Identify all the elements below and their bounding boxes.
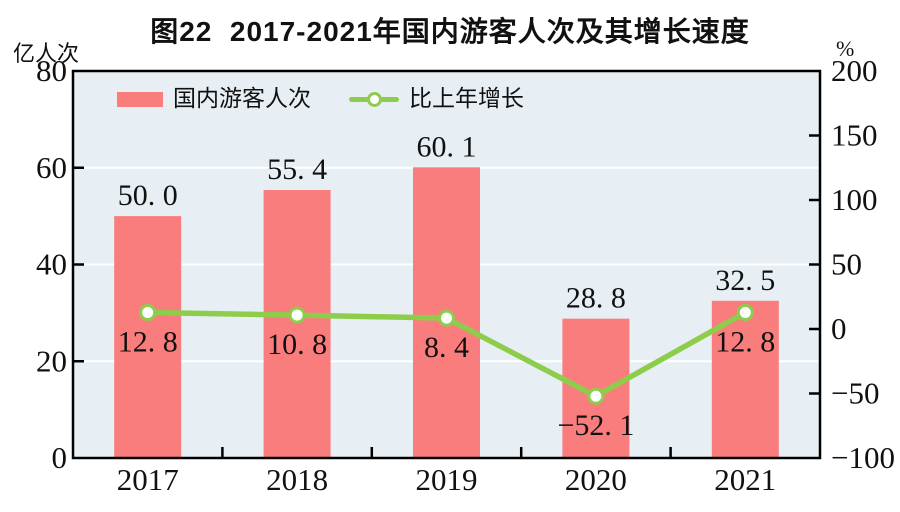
right-axis-tick-label: 200 xyxy=(831,53,878,88)
left-axis-tick-label: 40 xyxy=(36,247,67,282)
line-marker-2017 xyxy=(139,303,157,321)
line-marker-2019 xyxy=(438,309,455,327)
line-value-label: 12. 8 xyxy=(715,325,775,358)
line-value-label: 10. 8 xyxy=(267,328,327,361)
line-legend-marker-icon xyxy=(367,91,382,107)
right-axis-unit-label: % xyxy=(836,36,855,61)
plot-frame xyxy=(71,69,822,460)
right-axis-tick-label: 100 xyxy=(831,182,878,217)
line-marker-2018 xyxy=(288,306,306,324)
x-axis-category-label: 2020 xyxy=(565,462,627,497)
right-axis-tick-label: −50 xyxy=(831,376,879,411)
x-axis-category-label: 2017 xyxy=(117,462,179,497)
left-axis-unit-label: 亿人次 xyxy=(13,41,80,66)
left-axis-tick-label: 0 xyxy=(52,440,68,475)
bar-legend-swatch xyxy=(117,91,163,107)
right-axis-tick-label: 50 xyxy=(831,247,862,282)
chart-title: 图22 2017-2021年国内游客人次及其增长速度 xyxy=(150,16,750,47)
right-axis-tick-label: 150 xyxy=(831,118,878,153)
right-axis-tick-label: −100 xyxy=(831,440,895,475)
bar-value-label: 50. 0 xyxy=(118,179,178,212)
x-axis-category-label: 2021 xyxy=(714,462,776,497)
line-value-label: 8. 4 xyxy=(424,331,469,364)
line-value-label: 12. 8 xyxy=(118,325,178,358)
line-value-label: −52. 1 xyxy=(557,409,634,442)
line-legend-glyph xyxy=(349,91,399,107)
bar-2017 xyxy=(114,216,182,458)
bar-value-label: 28. 8 xyxy=(566,282,626,315)
left-axis-tick-label: 20 xyxy=(36,343,67,378)
bar-2018 xyxy=(263,190,331,458)
x-axis-category-label: 2019 xyxy=(416,462,478,497)
left-axis-tick-label: 80 xyxy=(36,53,67,88)
bar-legend-label: 国内游客人次 xyxy=(173,86,311,111)
right-axis-tick-label: 0 xyxy=(831,311,847,346)
x-axis-category-label: 2018 xyxy=(266,462,328,497)
line-legend-label: 比上年增长 xyxy=(409,86,524,111)
bar-value-label: 32. 5 xyxy=(715,264,775,297)
bar-value-label: 60. 1 xyxy=(417,130,477,163)
line-marker-2020 xyxy=(587,387,605,405)
legend: 国内游客人次 比上年增长 xyxy=(117,86,524,112)
bar-value-label: 55. 4 xyxy=(267,153,327,186)
left-axis-tick-label: 60 xyxy=(36,150,67,185)
line-marker-2021 xyxy=(736,303,754,321)
